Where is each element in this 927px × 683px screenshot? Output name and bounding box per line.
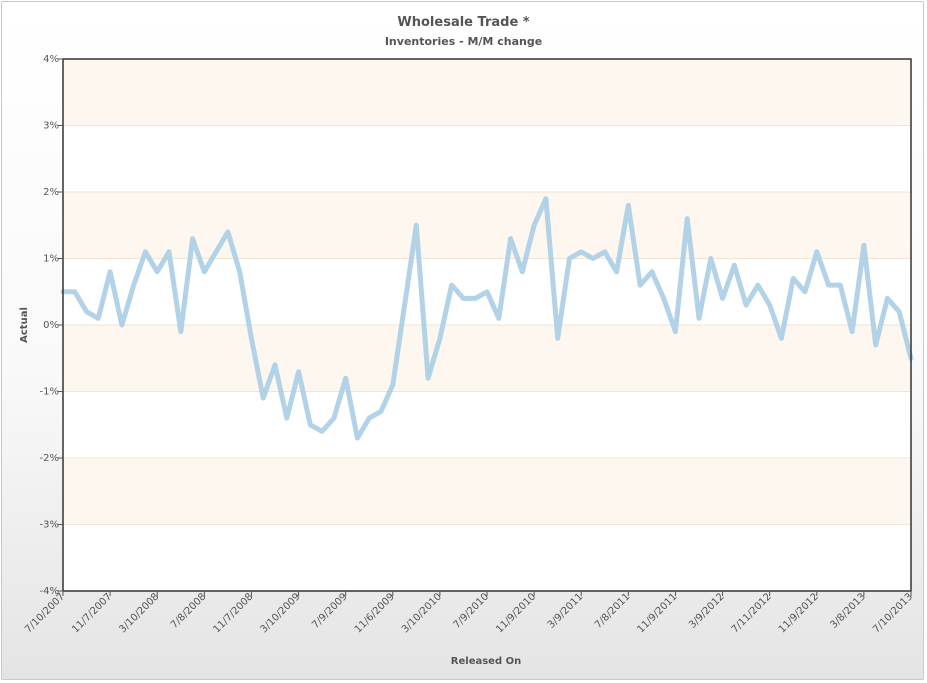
chart-subtitle: Inventories - M/M change bbox=[384, 35, 543, 48]
x-axis-title: Released On bbox=[451, 656, 521, 667]
x-tick-label: 7/11/2012 bbox=[730, 591, 774, 635]
y-axis-ticks: 4% 3% 2% 1% 0% -1% -2% -3% -4% bbox=[40, 54, 63, 597]
x-tick-label: 11/7/2008 bbox=[212, 591, 256, 635]
x-tick-label: 7/8/2011 bbox=[593, 591, 633, 631]
plot-band bbox=[63, 391, 911, 458]
plot-band bbox=[63, 458, 911, 525]
y-tick-label: -3% bbox=[40, 520, 59, 531]
chart-title: Wholesale Trade * bbox=[397, 15, 530, 30]
y-tick-label: -1% bbox=[40, 387, 59, 398]
x-tick-label: 3/9/2012 bbox=[687, 591, 727, 631]
x-tick-label: 11/7/2007 bbox=[70, 591, 114, 635]
y-tick-label: -4% bbox=[40, 586, 59, 597]
plot-band bbox=[63, 59, 911, 126]
series-layer bbox=[60, 196, 914, 441]
x-tick-label: 3/10/2009 bbox=[259, 591, 303, 635]
y-tick-label: 4% bbox=[43, 54, 59, 65]
plot-band bbox=[63, 125, 911, 192]
x-tick-label: 7/8/2008 bbox=[169, 591, 209, 631]
x-axis-ticks: 7/10/2007 11/7/2007 3/10/2008 7/8/2008 11/7/… bbox=[23, 591, 915, 635]
plot-band bbox=[63, 524, 911, 591]
x-tick-label: 7/9/2010 bbox=[452, 591, 492, 631]
x-tick-label: 7/10/2013 bbox=[871, 591, 915, 635]
x-tick-label: 7/9/2009 bbox=[310, 591, 350, 631]
x-tick-label: 3/8/2013 bbox=[828, 591, 868, 631]
x-tick-label: 3/9/2011 bbox=[546, 591, 586, 631]
x-tick-label: 3/10/2010 bbox=[400, 591, 444, 635]
x-tick-label: 11/6/2009 bbox=[353, 591, 397, 635]
x-tick-label: 11/9/2010 bbox=[494, 591, 538, 635]
x-tick-label: 11/9/2012 bbox=[777, 591, 821, 635]
y-tick-label: 0% bbox=[43, 320, 59, 331]
x-tick-label: 11/9/2011 bbox=[636, 591, 680, 635]
plot-bands bbox=[63, 59, 911, 591]
series-line bbox=[60, 196, 914, 441]
y-tick-label: 1% bbox=[43, 254, 59, 265]
y-tick-label: -2% bbox=[40, 453, 59, 464]
plot-band bbox=[63, 325, 911, 392]
y-tick-label: 3% bbox=[43, 121, 59, 132]
y-tick-label: 2% bbox=[43, 187, 59, 198]
plot-band bbox=[63, 192, 911, 259]
y-axis-title: Actual bbox=[19, 307, 30, 343]
x-tick-label: 7/10/2007 bbox=[23, 591, 67, 635]
x-tick-label: 3/10/2008 bbox=[117, 591, 161, 635]
